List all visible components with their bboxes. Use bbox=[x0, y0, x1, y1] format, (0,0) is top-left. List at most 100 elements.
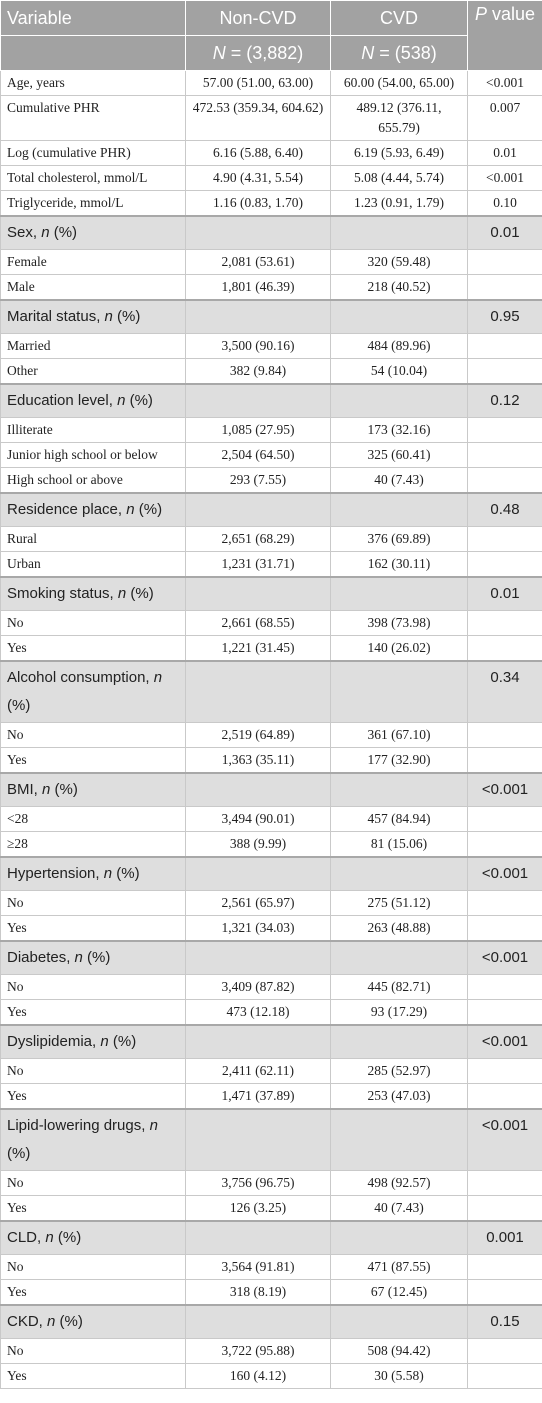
value-cell bbox=[467, 333, 542, 359]
label-cell: Education level, n (%) bbox=[0, 383, 186, 418]
value-cell bbox=[330, 299, 468, 334]
data-row: Yes 1,363 (35.11) 177 (32.90) bbox=[0, 747, 542, 774]
label-cell: Married bbox=[0, 333, 186, 359]
label-cell: Lipid-lowering drugs, n (%) bbox=[0, 1108, 186, 1171]
value-cell bbox=[330, 576, 468, 611]
value-cell: 0.01 bbox=[467, 576, 542, 611]
value-cell bbox=[467, 999, 542, 1026]
label-cell: High school or above bbox=[0, 467, 186, 494]
label-cell: Yes bbox=[0, 1195, 186, 1222]
data-row: High school or above 293 (7.55) 40 (7.43) bbox=[0, 467, 542, 494]
value-cell bbox=[467, 551, 542, 578]
data-row: Yes 1,321 (34.03) 263 (48.88) bbox=[0, 915, 542, 942]
label-cell: Diabetes, n (%) bbox=[0, 940, 186, 975]
value-cell bbox=[330, 1024, 468, 1059]
value-cell bbox=[467, 249, 542, 275]
value-cell: 162 (30.11) bbox=[330, 551, 468, 578]
label-cell: Other bbox=[0, 358, 186, 385]
value-cell: <0.001 bbox=[467, 856, 542, 891]
data-row: No 2,561 (65.97) 275 (51.12) bbox=[0, 890, 542, 916]
data-row: Age, years 57.00 (51.00, 63.00) 60.00 (54.… bbox=[0, 70, 542, 96]
section-row: BMI, n (%) <0.001 bbox=[0, 772, 542, 807]
label-cell: Yes bbox=[0, 635, 186, 662]
value-cell: 177 (32.90) bbox=[330, 747, 468, 774]
value-cell bbox=[330, 1220, 468, 1255]
value-cell bbox=[467, 915, 542, 942]
label-cell: Male bbox=[0, 274, 186, 301]
value-cell bbox=[467, 417, 542, 443]
value-cell: 325 (60.41) bbox=[330, 442, 468, 468]
value-cell: 2,411 (62.11) bbox=[185, 1058, 331, 1084]
label-cell: Yes bbox=[0, 1083, 186, 1110]
value-cell bbox=[330, 1108, 468, 1171]
value-cell: 93 (17.29) bbox=[330, 999, 468, 1026]
label-cell: Rural bbox=[0, 526, 186, 552]
value-cell: 160 (4.12) bbox=[185, 1363, 331, 1389]
header-cell: Variable bbox=[0, 0, 186, 36]
label-cell: CLD, n (%) bbox=[0, 1220, 186, 1255]
value-cell: 388 (9.99) bbox=[185, 831, 331, 858]
value-cell: <0.001 bbox=[467, 772, 542, 807]
label-cell: Triglyceride, mmol/L bbox=[0, 190, 186, 217]
label-cell: Total cholesterol, mmol/L bbox=[0, 165, 186, 191]
value-cell: <0.001 bbox=[467, 165, 542, 191]
data-row: Yes 318 (8.19) 67 (12.45) bbox=[0, 1279, 542, 1306]
label-cell: No bbox=[0, 890, 186, 916]
value-cell bbox=[467, 1195, 542, 1222]
data-row: Male 1,801 (46.39) 218 (40.52) bbox=[0, 274, 542, 301]
section-row: Residence place, n (%) 0.48 bbox=[0, 492, 542, 527]
value-cell bbox=[185, 1220, 331, 1255]
value-cell bbox=[467, 1058, 542, 1084]
value-cell: 2,504 (64.50) bbox=[185, 442, 331, 468]
header-row: Variable Non-CVD CVD P value bbox=[0, 0, 542, 71]
header-cell bbox=[0, 35, 186, 71]
section-row: Dyslipidemia, n (%) <0.001 bbox=[0, 1024, 542, 1059]
header-cell: Non-CVD bbox=[185, 0, 331, 36]
value-cell: 30 (5.58) bbox=[330, 1363, 468, 1389]
value-cell: 218 (40.52) bbox=[330, 274, 468, 301]
value-cell: <0.001 bbox=[467, 1108, 542, 1171]
label-cell: Marital status, n (%) bbox=[0, 299, 186, 334]
value-cell bbox=[467, 1170, 542, 1196]
label-cell: Urban bbox=[0, 551, 186, 578]
value-cell: 3,756 (96.75) bbox=[185, 1170, 331, 1196]
value-cell: 361 (67.10) bbox=[330, 722, 468, 748]
label-cell: Yes bbox=[0, 1279, 186, 1306]
value-cell: 1,363 (35.11) bbox=[185, 747, 331, 774]
label-cell: CKD, n (%) bbox=[0, 1304, 186, 1339]
value-cell: 57.00 (51.00, 63.00) bbox=[185, 70, 331, 96]
value-cell: 398 (73.98) bbox=[330, 610, 468, 636]
data-row: Urban 1,231 (31.71) 162 (30.11) bbox=[0, 551, 542, 578]
value-cell: 484 (89.96) bbox=[330, 333, 468, 359]
value-cell: 3,564 (91.81) bbox=[185, 1254, 331, 1280]
value-cell: 60.00 (54.00, 65.00) bbox=[330, 70, 468, 96]
value-cell: <0.001 bbox=[467, 1024, 542, 1059]
value-cell bbox=[467, 610, 542, 636]
value-cell bbox=[467, 526, 542, 552]
section-row: Alcohol consumption, n (%) 0.34 bbox=[0, 660, 542, 723]
value-cell: 1,801 (46.39) bbox=[185, 274, 331, 301]
section-row: Diabetes, n (%) <0.001 bbox=[0, 940, 542, 975]
value-cell: 0.34 bbox=[467, 660, 542, 723]
value-cell bbox=[330, 772, 468, 807]
label-cell: Age, years bbox=[0, 70, 186, 96]
label-cell: ≥28 bbox=[0, 831, 186, 858]
value-cell: 67 (12.45) bbox=[330, 1279, 468, 1306]
value-cell: <0.001 bbox=[467, 940, 542, 975]
value-cell: 1,321 (34.03) bbox=[185, 915, 331, 942]
label-cell: Illiterate bbox=[0, 417, 186, 443]
value-cell: 498 (92.57) bbox=[330, 1170, 468, 1196]
table-body: Age, years 57.00 (51.00, 63.00) 60.00 (54.… bbox=[0, 70, 542, 1389]
data-row: ≥28 388 (9.99) 81 (15.06) bbox=[0, 831, 542, 858]
value-cell: 1,231 (31.71) bbox=[185, 551, 331, 578]
value-cell: 445 (82.71) bbox=[330, 974, 468, 1000]
section-row: CKD, n (%) 0.15 bbox=[0, 1304, 542, 1339]
data-row: Married 3,500 (90.16) 484 (89.96) bbox=[0, 333, 542, 359]
value-cell: 471 (87.55) bbox=[330, 1254, 468, 1280]
value-cell bbox=[185, 772, 331, 807]
header-row: N = (3,882) N = (538) bbox=[0, 35, 542, 71]
value-cell: 140 (26.02) bbox=[330, 635, 468, 662]
value-cell: 320 (59.48) bbox=[330, 249, 468, 275]
value-cell: 3,500 (90.16) bbox=[185, 333, 331, 359]
value-cell: 2,519 (64.89) bbox=[185, 722, 331, 748]
